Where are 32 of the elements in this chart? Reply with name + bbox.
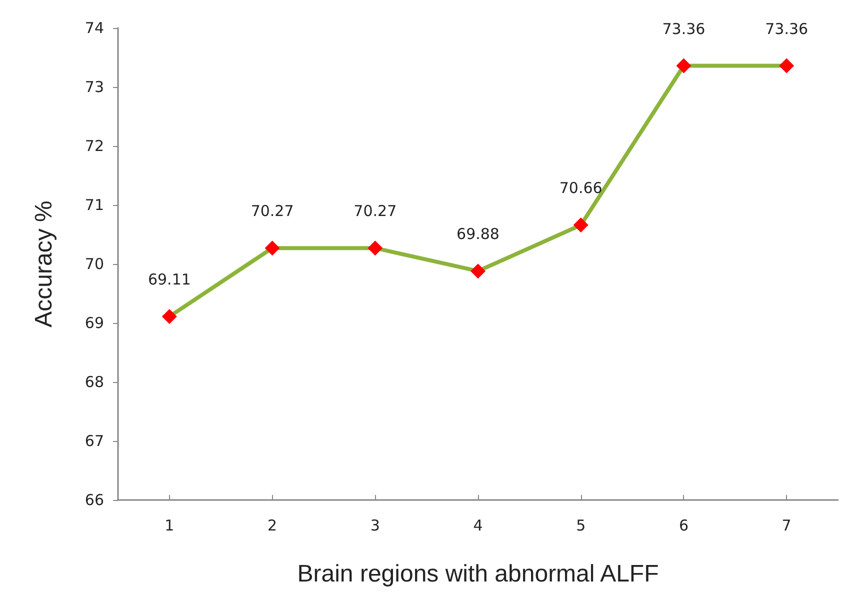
x-tick-label: 2 [268,516,278,534]
x-tick-label: 1 [164,516,174,534]
y-tick-label: 73 [84,78,104,96]
point [368,240,383,256]
data-label: 69.88 [456,225,500,244]
x-axis-title: Brain regions with abnormal ALFF [297,560,659,588]
point [470,264,486,279]
y-tick-label: 70 [84,255,104,273]
data-label: 69.11 [148,270,191,289]
point [676,58,692,74]
point [779,58,794,74]
x-tick-label: 5 [576,516,586,534]
data-label: 70.27 [250,202,294,220]
x-tick-label: 7 [782,516,792,534]
x-tick-label: 6 [678,516,688,534]
y-tick-label: 66 [84,491,104,509]
data-label: 73.36 [765,20,808,38]
y-tick-label: 67 [84,432,104,450]
y-tick-label: 69 [84,314,104,332]
x-tick-label: 4 [473,516,483,534]
data-label: 73.36 [662,20,706,38]
y-axis-title: Accuracy % [30,200,58,328]
x-tick-label: 3 [370,516,380,534]
y-tick-label: 68 [84,373,104,391]
y-tick-label: 71 [84,196,104,214]
point [264,240,280,256]
point [573,218,588,233]
y-tick-label: 74 [84,19,104,37]
data-label: 70.27 [354,202,397,220]
y-tick-label: 72 [84,137,104,155]
point [162,309,177,324]
data-label: 70.66 [559,179,602,198]
